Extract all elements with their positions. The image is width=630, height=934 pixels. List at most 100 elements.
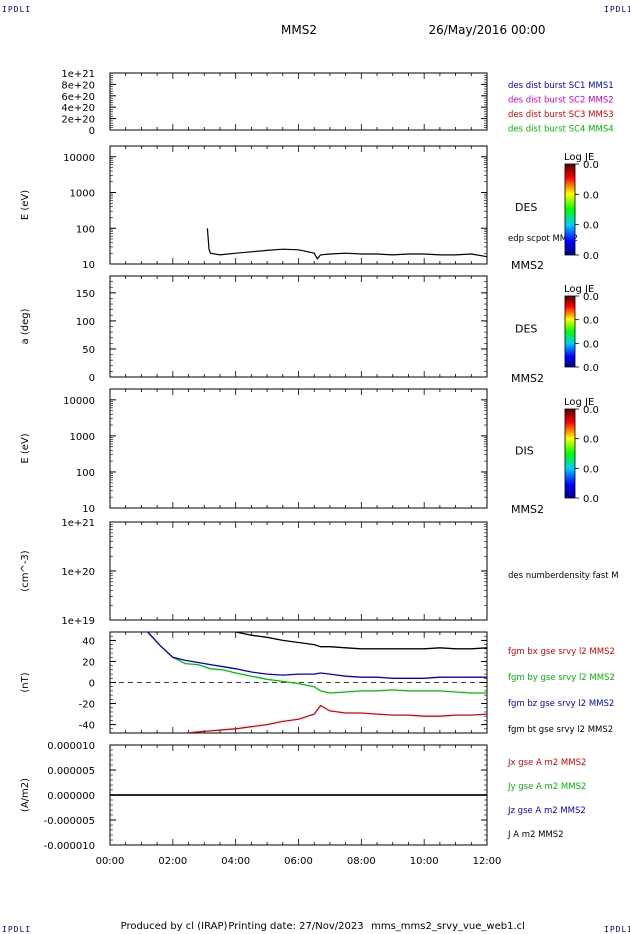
y-tick-label: 1e+19	[61, 616, 95, 627]
y-tick-label: 0.000005	[47, 766, 95, 777]
y-tick-label: 100	[76, 224, 95, 235]
fgm-lines	[147, 632, 487, 733]
y-tick-label: -0.000010	[44, 841, 95, 852]
spacecraft-title: MMS2	[281, 23, 317, 37]
colorbar-tick-label: 0.0	[583, 464, 599, 475]
instrument-label: DES	[515, 323, 537, 336]
date-title: 26/May/2016 00:00	[428, 23, 545, 37]
colorbar-tick-label: 0.0	[583, 292, 599, 303]
colorbar	[564, 163, 576, 256]
y-tick-label: 0	[89, 373, 95, 384]
y-axis-label: E (eV)	[20, 190, 31, 220]
legend-entry: des dist burst SC1 MMS1	[508, 81, 614, 91]
colorbar-title: Log JE	[564, 397, 594, 408]
x-tick-label: 00:00	[96, 856, 125, 867]
spacecraft-label: MMS2	[511, 503, 544, 516]
x-tick-label: 08:00	[347, 856, 376, 867]
legend-entry: des dist burst SC3 MMS3	[508, 110, 614, 120]
y-tick-label: -0.000005	[44, 816, 95, 827]
y-tick-label: 100	[76, 317, 95, 328]
y-axis-label: a (deg)	[20, 308, 31, 344]
colorbar-tick-label: 0.0	[583, 221, 599, 232]
panel-frame	[109, 521, 488, 621]
y-tick-label: 20	[82, 657, 95, 668]
legend-entry: fgm bx gse srvy l2 MMS2	[508, 647, 615, 657]
colorbar-tick-label: 0.0	[583, 190, 599, 201]
scpot-line	[206, 228, 488, 260]
colorbar-tick-label: 0.0	[583, 160, 599, 171]
legend-entry: Jz gse A m2 MMS2	[507, 806, 586, 816]
y-tick-label: 100	[76, 468, 95, 479]
y-axis-label: (nT)	[20, 672, 31, 692]
panel-frame	[109, 275, 488, 378]
panel-des_energy: 10 100 1000 10000 E (eV) edp scpot MMS2 DES MMS…	[20, 145, 599, 272]
y-tick-label: 1e+21	[61, 69, 95, 80]
colorbar-title: Log JE	[564, 152, 594, 163]
fgm-line	[235, 632, 487, 650]
y-axis-label: E (eV)	[20, 433, 31, 463]
fgm-line	[147, 632, 487, 679]
fgm-line	[147, 632, 487, 694]
series-label: des numberdensity fast M	[508, 571, 619, 581]
y-tick-label: -20	[79, 700, 95, 711]
spacecraft-label: MMS2	[511, 259, 544, 272]
colorbar-tick-label: 0.0	[583, 363, 599, 374]
legend-entry: fgm bz gse srvy l2 MMS2	[508, 699, 614, 709]
y-tick-label: 1000	[70, 189, 95, 200]
fgm-line	[185, 704, 487, 733]
y-tick-label: 0.000000	[47, 791, 95, 802]
y-tick-label: 1e+21	[61, 518, 95, 529]
legend-entry: J A m2 MMS2	[507, 830, 564, 840]
panel-current: -0.000010 -0.000005 0.000000 0.000005 0.0000…	[20, 741, 586, 867]
instrument-label: DES	[515, 201, 537, 214]
y-tick-label: 10000	[63, 153, 95, 164]
y-tick-label: 1000	[70, 432, 95, 443]
y-tick-label: 150	[76, 289, 95, 300]
corner-label-top-left: IPDLI	[2, 5, 32, 14]
legend-entry: fgm by gse srvy l2 MMS2	[508, 673, 615, 683]
colorbar-tick-label: 0.0	[583, 494, 599, 505]
footer-credit: Produced by cl (IRAP)	[121, 921, 228, 932]
y-tick-label: 0	[89, 126, 95, 137]
colorbar-tick-label: 0.0	[583, 405, 599, 416]
legend-entry: Jx gse A m2 MMS2	[507, 758, 586, 768]
legend-entry: des dist burst SC2 MMS2	[508, 96, 614, 106]
y-tick-label: 6e+20	[61, 92, 95, 103]
y-axis-label: (A/m2)	[20, 778, 31, 812]
colorbar-title: Log JE	[564, 284, 594, 295]
panel-fgm: -40 -20 0 20 40 (nT) fgm bx gse srvy l2 MMS2 fg…	[20, 631, 615, 735]
colorbar-tick-label: 0.0	[583, 435, 599, 446]
footer-file: mms_mms2_srvy_vue_web1.cl	[371, 921, 525, 932]
spacecraft-label: MMS2	[511, 372, 544, 385]
panel-frame	[109, 145, 488, 265]
y-tick-label: 50	[82, 345, 95, 356]
y-axis-label: (cm^-3)	[20, 550, 31, 591]
series-label: edp scpot MMS2	[508, 234, 578, 244]
panel-frame	[109, 388, 488, 509]
legend-entry: des dist burst SC4 MMS4	[508, 125, 614, 135]
x-tick-label: 06:00	[284, 856, 313, 867]
legend-entry: fgm bt gse srvy l2 MMS2	[508, 725, 613, 735]
corner-label-top-right: IPDLI	[604, 5, 630, 14]
y-tick-label: 8e+20	[61, 80, 95, 91]
y-tick-label: -40	[79, 721, 95, 732]
instrument-label: DIS	[515, 445, 534, 458]
y-tick-label: 2e+20	[61, 115, 95, 126]
colorbar	[564, 295, 576, 368]
colorbar-tick-label: 0.0	[583, 316, 599, 327]
corner-label-bottom-right: IPDLI	[604, 925, 630, 934]
y-tick-label: 40	[82, 636, 95, 647]
y-tick-label: 0	[89, 679, 95, 690]
y-tick-label: 10	[82, 504, 95, 515]
y-tick-label: 1e+20	[61, 567, 95, 578]
footer-printing-date: Printing date: 27/Nov/2023	[228, 921, 363, 932]
colorbar-tick-label: 0.0	[583, 339, 599, 350]
panel-frame	[109, 72, 488, 131]
x-tick-label: 12:00	[473, 856, 502, 867]
x-tick-label: 10:00	[410, 856, 439, 867]
